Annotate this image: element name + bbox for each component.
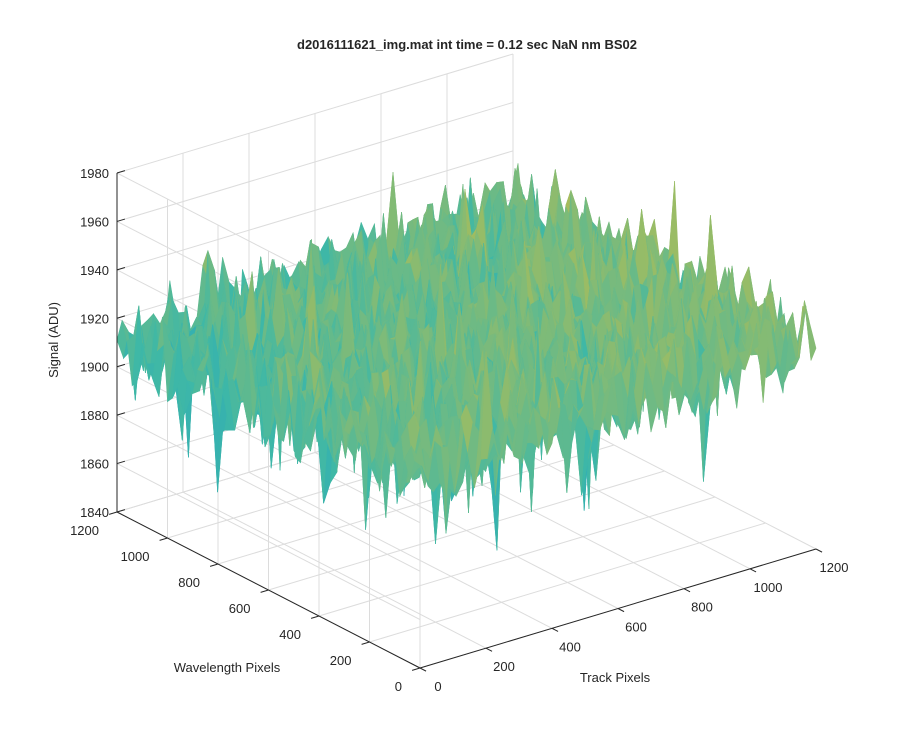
x-tick <box>815 548 823 553</box>
x-tick <box>683 588 691 593</box>
x-tick-label: 1200 <box>820 560 849 575</box>
surface-layer <box>116 163 817 551</box>
z-tick <box>116 363 126 368</box>
grid-line-wall-z-back <box>116 150 514 271</box>
x-tick-label: 800 <box>691 600 713 615</box>
y-tick <box>310 615 320 619</box>
z-tick <box>116 266 126 271</box>
y-tick-label: 600 <box>229 601 251 616</box>
y-tick <box>411 667 421 671</box>
x-tick <box>551 627 559 632</box>
surface-patch <box>804 300 817 361</box>
y-tick-label: 0 <box>395 679 402 694</box>
y-axis-label: Wavelength Pixels <box>174 660 281 675</box>
z-tick <box>116 412 126 416</box>
y-tick <box>159 537 168 541</box>
x-tick-label: 600 <box>625 620 647 635</box>
z-tick-label: 1840 <box>80 505 109 520</box>
z-tick <box>116 170 126 174</box>
x-tick-label: 400 <box>559 639 581 654</box>
y-tick-label: 400 <box>279 627 301 642</box>
y-tick-label: 800 <box>178 575 200 590</box>
z-tick <box>116 509 126 513</box>
y-tick-label: 1200 <box>70 523 99 538</box>
y-tick-label: 1000 <box>121 549 150 564</box>
z-tick-label: 1880 <box>80 408 109 423</box>
y-tick <box>209 563 219 567</box>
x-tick <box>485 647 493 652</box>
z-tick-label: 1980 <box>80 166 109 181</box>
x-tick-label: 200 <box>493 659 515 674</box>
chart-title: d2016111621_img.mat int time = 0.12 sec … <box>297 37 637 52</box>
z-tick-label: 1960 <box>80 214 109 229</box>
z-tick <box>116 460 126 465</box>
z-tick-label: 1900 <box>80 360 109 375</box>
grid-line-wall-z-back <box>116 101 514 222</box>
y-tick <box>108 511 118 515</box>
x-tick <box>749 568 757 573</box>
axis-layer: 0 200 400 600 800 1000 1200 0 200 400 600 800 1000 12… <box>70 166 848 694</box>
x-tick-label: 0 <box>434 679 441 694</box>
z-tick-label: 1920 <box>80 311 109 326</box>
y-tick <box>361 641 370 645</box>
z-axis-label: Signal (ADU) <box>46 302 61 378</box>
z-tick <box>116 218 126 222</box>
x-tick <box>617 608 625 613</box>
grid-line-wall-z-back <box>116 53 514 174</box>
z-tick-label: 1940 <box>80 263 109 278</box>
z-tick <box>116 315 126 319</box>
grid-line-floor-x <box>248 471 553 629</box>
grid-line-floor-x <box>182 491 487 649</box>
x-tick <box>419 667 427 672</box>
label-layer: d2016111621_img.mat int time = 0.12 sec … <box>46 37 651 685</box>
y-tick <box>260 589 269 593</box>
grid-line-wall-z-left <box>116 463 421 621</box>
grid-line-wall-z-left <box>116 414 421 572</box>
x-tick-label: 1000 <box>754 580 783 595</box>
x-axis-label: Track Pixels <box>580 670 651 685</box>
z-tick-label: 1860 <box>80 457 109 472</box>
y-tick-label: 200 <box>330 653 352 668</box>
